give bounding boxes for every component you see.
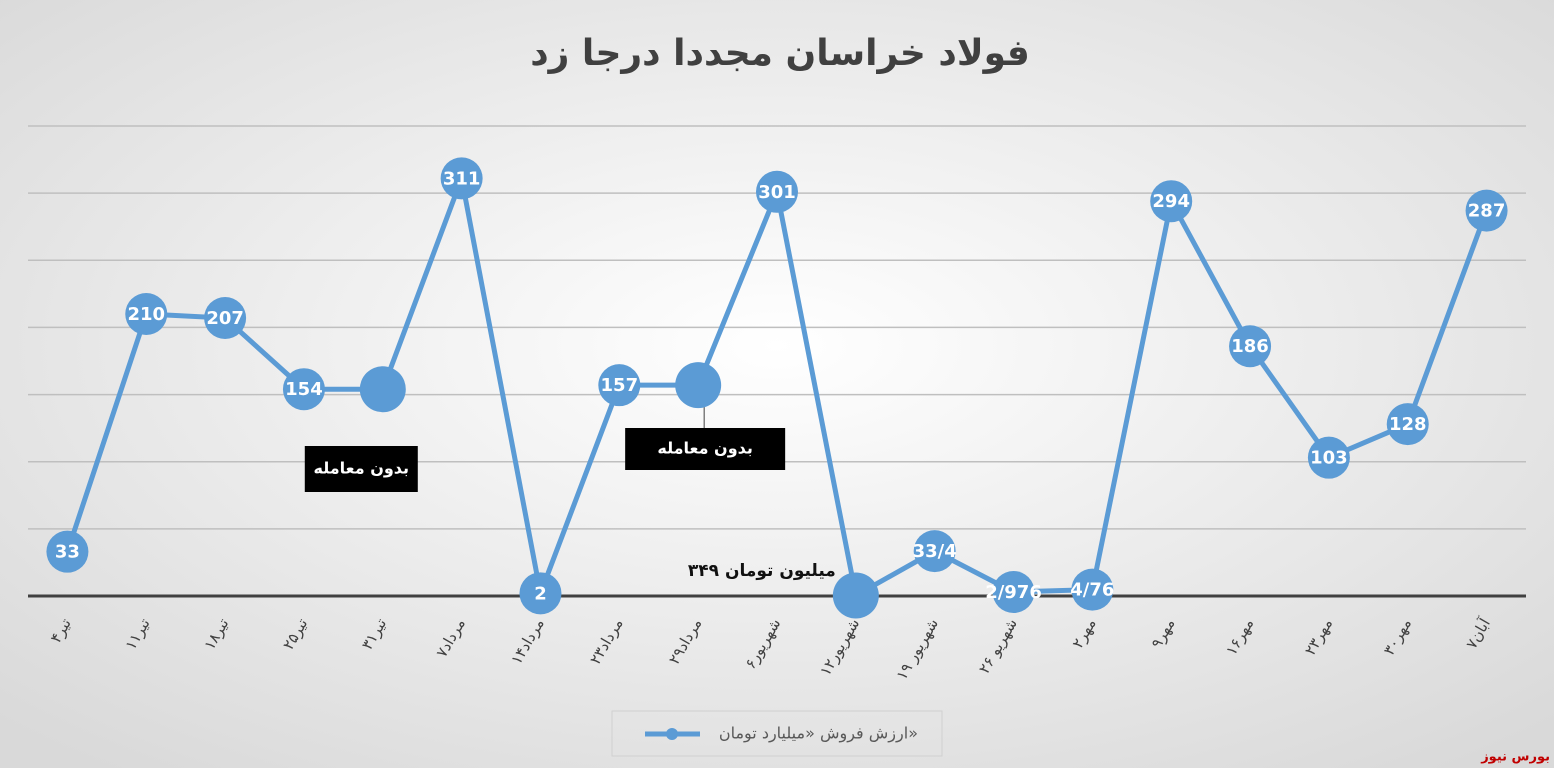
data-label: 128 [1389, 414, 1427, 435]
legend-label: ارزش فروش «میلیارد تومان» [719, 724, 918, 744]
annotation-box [625, 428, 786, 470]
data-label: 207 [206, 308, 244, 329]
data-label: 311 [443, 168, 481, 189]
chart-title: فولاد خراسان مجددا درجا زد [530, 33, 1030, 74]
annotation-box [304, 446, 418, 492]
data-label: 33 [55, 542, 80, 563]
point [1386, 403, 1429, 446]
point [1071, 568, 1114, 611]
point [1465, 189, 1508, 232]
point [1150, 180, 1193, 223]
point [359, 366, 406, 413]
point [992, 571, 1035, 614]
legend-marker [666, 728, 678, 740]
data-label: 2 [534, 583, 547, 604]
point [1229, 325, 1272, 368]
data-label: 103 [1310, 448, 1348, 469]
point [598, 364, 641, 407]
data-label: 287 [1468, 201, 1506, 222]
data-label: 2/976 [985, 582, 1042, 603]
legend-box [611, 710, 943, 757]
data-label: 294 [1152, 191, 1190, 212]
point [913, 530, 956, 573]
point [832, 572, 879, 619]
annotation: بدون معامله [314, 459, 410, 478]
data-label: 4/76 [1070, 580, 1114, 601]
point [125, 293, 168, 335]
point [204, 297, 247, 340]
point [440, 157, 483, 200]
data-label: 33/4 [913, 541, 957, 562]
annotation: ۳۴۹ میلیون تومان [688, 561, 836, 581]
point [282, 368, 325, 411]
source: بورس نیوز [1480, 750, 1550, 765]
point [519, 572, 562, 615]
data-label: 157 [601, 375, 639, 396]
annotation: بدون معامله [657, 439, 753, 458]
point [675, 362, 722, 409]
point [756, 170, 798, 213]
point [1307, 436, 1350, 479]
data-label: 186 [1231, 336, 1269, 357]
point [46, 530, 89, 573]
data-label: 210 [127, 304, 165, 325]
data-label: 301 [758, 182, 796, 203]
data-label: 154 [285, 379, 323, 400]
